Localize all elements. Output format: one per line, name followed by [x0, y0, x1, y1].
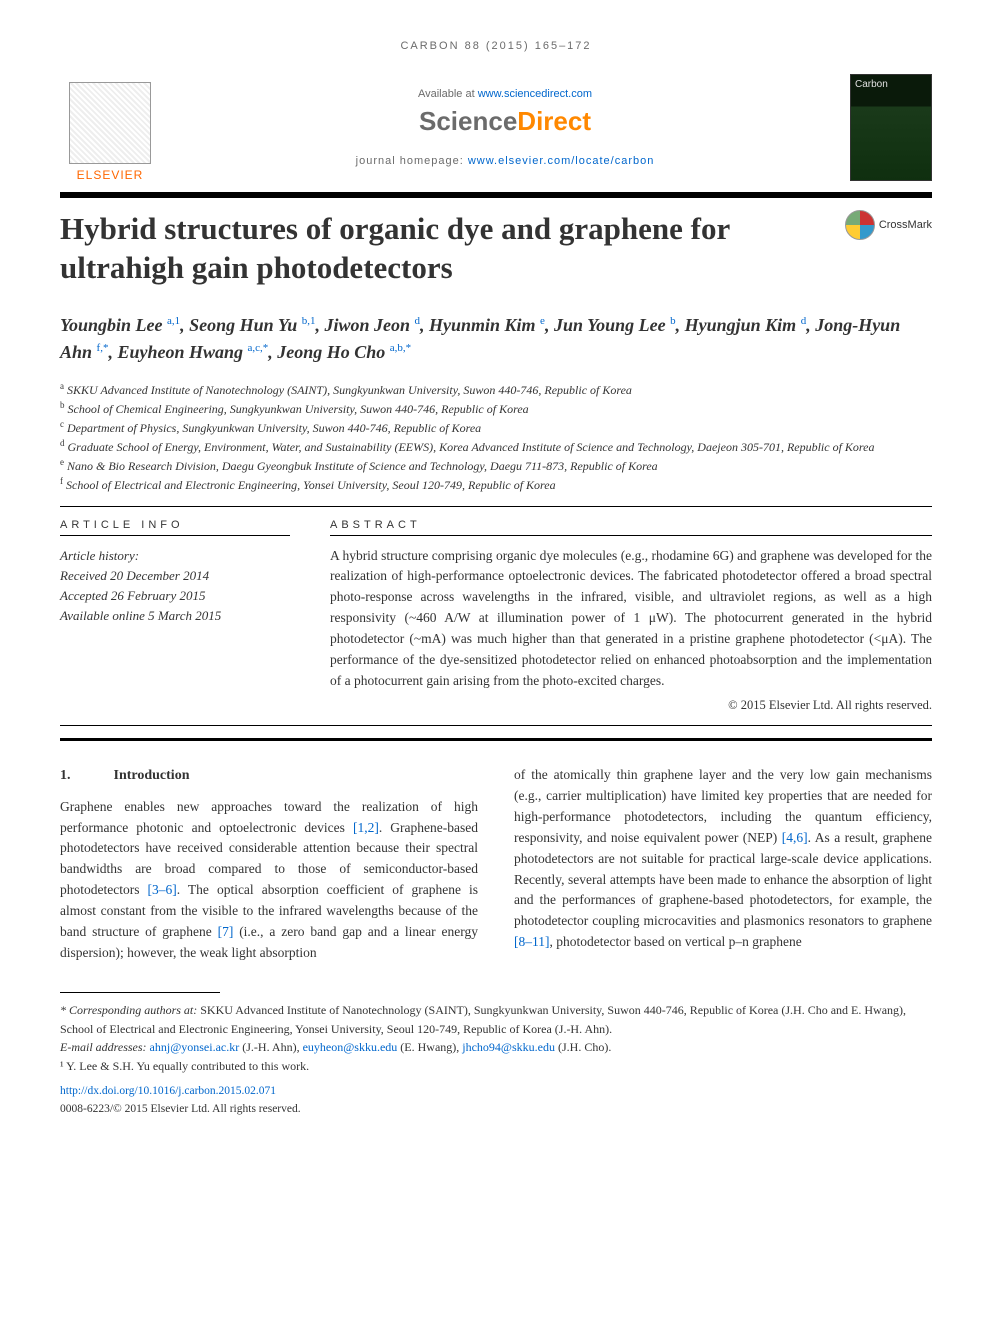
corresponding-footnote: * Corresponding authors at: SKKU Advance… [60, 1001, 932, 1038]
sciencedirect-logo: ScienceDirect [160, 106, 850, 137]
abstract-rule [330, 535, 932, 536]
footnotes: * Corresponding authors at: SKKU Advance… [60, 1001, 932, 1075]
affiliation-line: c Department of Physics, Sungkyunkwan Un… [60, 418, 932, 437]
journal-homepage-link[interactable]: www.elsevier.com/locate/carbon [468, 155, 655, 167]
equal-contrib-footnote: ¹ Y. Lee & S.H. Yu equally contributed t… [60, 1057, 932, 1076]
body-right-para: of the atomically thin graphene layer an… [514, 765, 932, 953]
affiliation-line: f School of Electrical and Electronic En… [60, 475, 932, 494]
footnote-rule [60, 992, 220, 993]
title-row: Hybrid structures of organic dye and gra… [60, 210, 932, 288]
abstract-copyright: © 2015 Elsevier Ltd. All rights reserved… [330, 698, 932, 713]
bottom-meta: http://dx.doi.org/10.1016/j.carbon.2015.… [60, 1083, 932, 1118]
history-header: Article history: [60, 546, 290, 566]
article-history: Article history: Received 20 December 20… [60, 546, 290, 627]
history-online: Available online 5 March 2015 [60, 606, 290, 626]
masthead-center: Available at www.sciencedirect.com Scien… [160, 88, 850, 167]
journal-homepage-line: journal homepage: www.elsevier.com/locat… [160, 155, 850, 167]
running-head-text: CARBON 88 (2015) 165–172 [400, 40, 591, 52]
email-footnote: E-mail addresses: ahnj@yonsei.ac.kr (J.-… [60, 1038, 932, 1057]
author-list: Youngbin Lee a,1, Seong Hun Yu b,1, Jiwo… [60, 312, 932, 366]
corr-label: * Corresponding authors at: [60, 1003, 197, 1017]
section-title: Introduction [114, 768, 190, 783]
elsevier-logo: ELSEVIER [60, 72, 160, 182]
affiliation-line: d Graduate School of Energy, Environment… [60, 437, 932, 456]
sd-science-text: Science [419, 106, 517, 136]
article-info-label: ARTICLE INFO [60, 519, 290, 531]
email-attribution: (J.-H. Ahn), [239, 1040, 302, 1054]
section-number: 1. [60, 765, 110, 787]
article-page: CARBON 88 (2015) 165–172 ELSEVIER Availa… [0, 0, 992, 1158]
article-info-col: ARTICLE INFO Article history: Received 2… [60, 519, 290, 713]
email-link[interactable]: euyheon@skku.edu [303, 1040, 398, 1054]
journal-cover-title: Carbon [855, 79, 888, 90]
citation-link[interactable]: [1,2] [353, 820, 379, 835]
article-title: Hybrid structures of organic dye and gra… [60, 210, 825, 288]
abstract-text: A hybrid structure comprising organic dy… [330, 546, 932, 692]
running-head: CARBON 88 (2015) 165–172 [60, 40, 932, 52]
email-link[interactable]: jhcho94@skku.edu [462, 1040, 555, 1054]
rule-thick-top [60, 192, 932, 198]
rule-below-meta [60, 725, 932, 726]
elsevier-tree-icon [69, 82, 151, 164]
email-label: E-mail addresses: [60, 1040, 150, 1054]
abstract-col: ABSTRACT A hybrid structure comprising o… [330, 519, 932, 713]
email-link[interactable]: ahnj@yonsei.ac.kr [150, 1040, 240, 1054]
citation-link[interactable]: [8–11] [514, 934, 550, 949]
elsevier-wordmark: ELSEVIER [77, 168, 144, 182]
meta-two-col: ARTICLE INFO Article history: Received 2… [60, 519, 932, 713]
crossmark-icon [845, 210, 875, 240]
available-at-line: Available at www.sciencedirect.com [160, 88, 850, 100]
sciencedirect-link[interactable]: www.sciencedirect.com [478, 88, 592, 100]
citation-link[interactable]: [4,6] [782, 830, 808, 845]
rule-thick-mid [60, 738, 932, 741]
citation-link[interactable]: [7] [218, 924, 234, 939]
history-accepted: Accepted 26 February 2015 [60, 586, 290, 606]
issn-copyright: 0008-6223/© 2015 Elsevier Ltd. All right… [60, 1101, 932, 1118]
history-received: Received 20 December 2014 [60, 566, 290, 586]
homepage-prefix: journal homepage: [356, 155, 468, 167]
doi-link[interactable]: http://dx.doi.org/10.1016/j.carbon.2015.… [60, 1085, 276, 1097]
article-info-rule [60, 535, 290, 536]
rule-above-meta [60, 506, 932, 507]
crossmark-badge[interactable]: CrossMark [845, 210, 932, 240]
masthead: ELSEVIER Available at www.sciencedirect.… [60, 72, 932, 182]
crossmark-label: CrossMark [879, 219, 932, 231]
affiliation-list: a SKKU Advanced Institute of Nanotechnol… [60, 380, 932, 494]
affiliation-line: b School of Chemical Engineering, Sungky… [60, 399, 932, 418]
available-prefix: Available at [418, 88, 478, 100]
email-attribution: (E. Hwang), [397, 1040, 462, 1054]
affiliation-line: e Nano & Bio Research Division, Daegu Gy… [60, 456, 932, 475]
body-col-left: 1. Introduction Graphene enables new app… [60, 765, 478, 964]
body-two-col: 1. Introduction Graphene enables new app… [60, 765, 932, 964]
journal-cover-thumbnail: Carbon [850, 74, 932, 181]
body-col-right: of the atomically thin graphene layer an… [514, 765, 932, 964]
section-heading: 1. Introduction [60, 765, 478, 787]
abstract-label: ABSTRACT [330, 519, 932, 531]
citation-link[interactable]: [3–6] [148, 882, 177, 897]
email-attribution: (J.H. Cho). [555, 1040, 611, 1054]
body-left-para: Graphene enables new approaches toward t… [60, 797, 478, 964]
affiliation-line: a SKKU Advanced Institute of Nanotechnol… [60, 380, 932, 399]
sd-direct-text: Direct [517, 106, 591, 136]
